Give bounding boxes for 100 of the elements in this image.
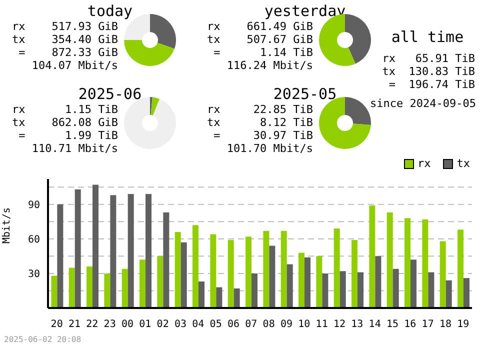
x-tick-label: 18 bbox=[439, 319, 452, 330]
chart-title: today bbox=[86, 2, 134, 20]
text: since 2024-09-05 bbox=[370, 97, 476, 110]
text: = 30.97 TiB bbox=[212, 129, 313, 142]
bar bbox=[92, 184, 99, 308]
chart-title: yesterday bbox=[263, 2, 347, 20]
donut-slice bbox=[150, 14, 176, 49]
text: 116.24 Mbit/s bbox=[226, 59, 313, 72]
bar bbox=[157, 256, 164, 308]
bar bbox=[334, 228, 340, 308]
bar bbox=[192, 225, 199, 308]
bar bbox=[440, 241, 446, 308]
bar bbox=[358, 272, 364, 308]
bar bbox=[110, 195, 116, 308]
bar bbox=[404, 218, 411, 308]
bar bbox=[68, 268, 75, 308]
donut-slice bbox=[150, 97, 160, 116]
text: rx 661.49 GiB bbox=[206, 20, 313, 33]
bar bbox=[74, 189, 81, 308]
bar bbox=[252, 273, 258, 308]
text: = 196.74 TiB bbox=[388, 78, 475, 91]
x-tick-label: 07 bbox=[245, 319, 258, 330]
chart-title: 2025-05 bbox=[272, 85, 338, 103]
x-tick-label: 15 bbox=[386, 319, 399, 330]
text: rx 22.85 TiB bbox=[206, 103, 313, 116]
bar bbox=[286, 264, 293, 308]
bar bbox=[86, 266, 93, 308]
bar bbox=[269, 246, 276, 308]
x-tick-label: 06 bbox=[227, 319, 240, 330]
x-tick-label: 01 bbox=[139, 319, 152, 330]
x-tick-label: 12 bbox=[333, 319, 346, 330]
x-tick-label: 00 bbox=[121, 319, 134, 330]
x-tick-label: 16 bbox=[404, 319, 416, 330]
x-tick-label: 20 bbox=[50, 319, 63, 330]
text: rx 517.93 GiB bbox=[11, 20, 118, 33]
bar bbox=[163, 212, 170, 308]
bar bbox=[263, 230, 270, 308]
text: 2025-06-02 20:08 bbox=[4, 335, 82, 344]
bar bbox=[228, 240, 234, 308]
bar bbox=[128, 194, 134, 308]
text: all time bbox=[390, 28, 465, 46]
bar bbox=[180, 242, 187, 308]
bar bbox=[146, 194, 152, 308]
bar bbox=[246, 236, 252, 308]
bar bbox=[375, 256, 382, 308]
text: = 1.99 TiB bbox=[18, 129, 118, 142]
x-tick-label: 19 bbox=[457, 319, 470, 330]
bar bbox=[392, 268, 399, 308]
bar bbox=[298, 252, 305, 308]
x-tick-label: 11 bbox=[316, 319, 328, 330]
text: tx 507.67 GiB bbox=[206, 33, 313, 46]
bar bbox=[122, 268, 128, 308]
bar bbox=[234, 288, 240, 308]
bar bbox=[210, 234, 216, 308]
y-tick-label: 90 bbox=[28, 200, 40, 211]
bar bbox=[446, 280, 452, 308]
x-tick-label: 22 bbox=[86, 319, 98, 330]
x-tick-label: 17 bbox=[422, 319, 434, 330]
donut-slice bbox=[345, 97, 371, 125]
bar bbox=[280, 230, 287, 308]
x-tick-label: 14 bbox=[368, 319, 381, 330]
legend-label: tx bbox=[456, 157, 470, 170]
bar bbox=[304, 257, 311, 308]
donut-slice bbox=[345, 14, 371, 64]
y-axis-title: Mbit/s bbox=[2, 207, 13, 244]
bar bbox=[57, 204, 64, 308]
text: 110.71 Mbit/s bbox=[30, 142, 118, 155]
x-tick-label: 09 bbox=[280, 319, 293, 330]
text: = 872.33 GiB bbox=[18, 46, 118, 59]
x-tick-label: 08 bbox=[262, 319, 275, 330]
bar bbox=[464, 278, 470, 308]
bar bbox=[51, 276, 58, 308]
bar bbox=[316, 256, 322, 308]
chart-title: 2025-06 bbox=[77, 85, 143, 103]
bar bbox=[458, 230, 464, 308]
text: tx 354.40 GiB bbox=[11, 33, 118, 46]
bar bbox=[340, 271, 346, 308]
text: rx 1.15 TiB bbox=[11, 103, 118, 116]
bar bbox=[386, 212, 393, 308]
bar bbox=[322, 273, 328, 308]
y-tick-label: 30 bbox=[28, 268, 40, 280]
x-tick-label: 23 bbox=[104, 319, 116, 330]
text: 104.07 Mbit/s bbox=[30, 59, 118, 72]
x-tick-label: 02 bbox=[156, 319, 169, 330]
text: = 1.14 TiB bbox=[212, 46, 313, 59]
text: rx 65.91 TiB bbox=[381, 52, 475, 65]
bar bbox=[422, 219, 428, 308]
bar bbox=[198, 282, 205, 308]
x-tick-label: 21 bbox=[68, 319, 81, 330]
text: 101.70 Mbit/s bbox=[226, 142, 313, 155]
bar bbox=[140, 260, 146, 308]
bar bbox=[428, 272, 434, 308]
x-tick-label: 04 bbox=[192, 319, 204, 330]
text: tx 8.12 TiB bbox=[206, 116, 313, 129]
x-tick-label: 05 bbox=[210, 319, 222, 330]
text: tx 130.83 TiB bbox=[381, 65, 475, 78]
bar bbox=[216, 287, 222, 308]
bar bbox=[352, 240, 358, 308]
y-tick-label: 60 bbox=[28, 234, 40, 246]
x-tick-label: 13 bbox=[351, 319, 364, 330]
